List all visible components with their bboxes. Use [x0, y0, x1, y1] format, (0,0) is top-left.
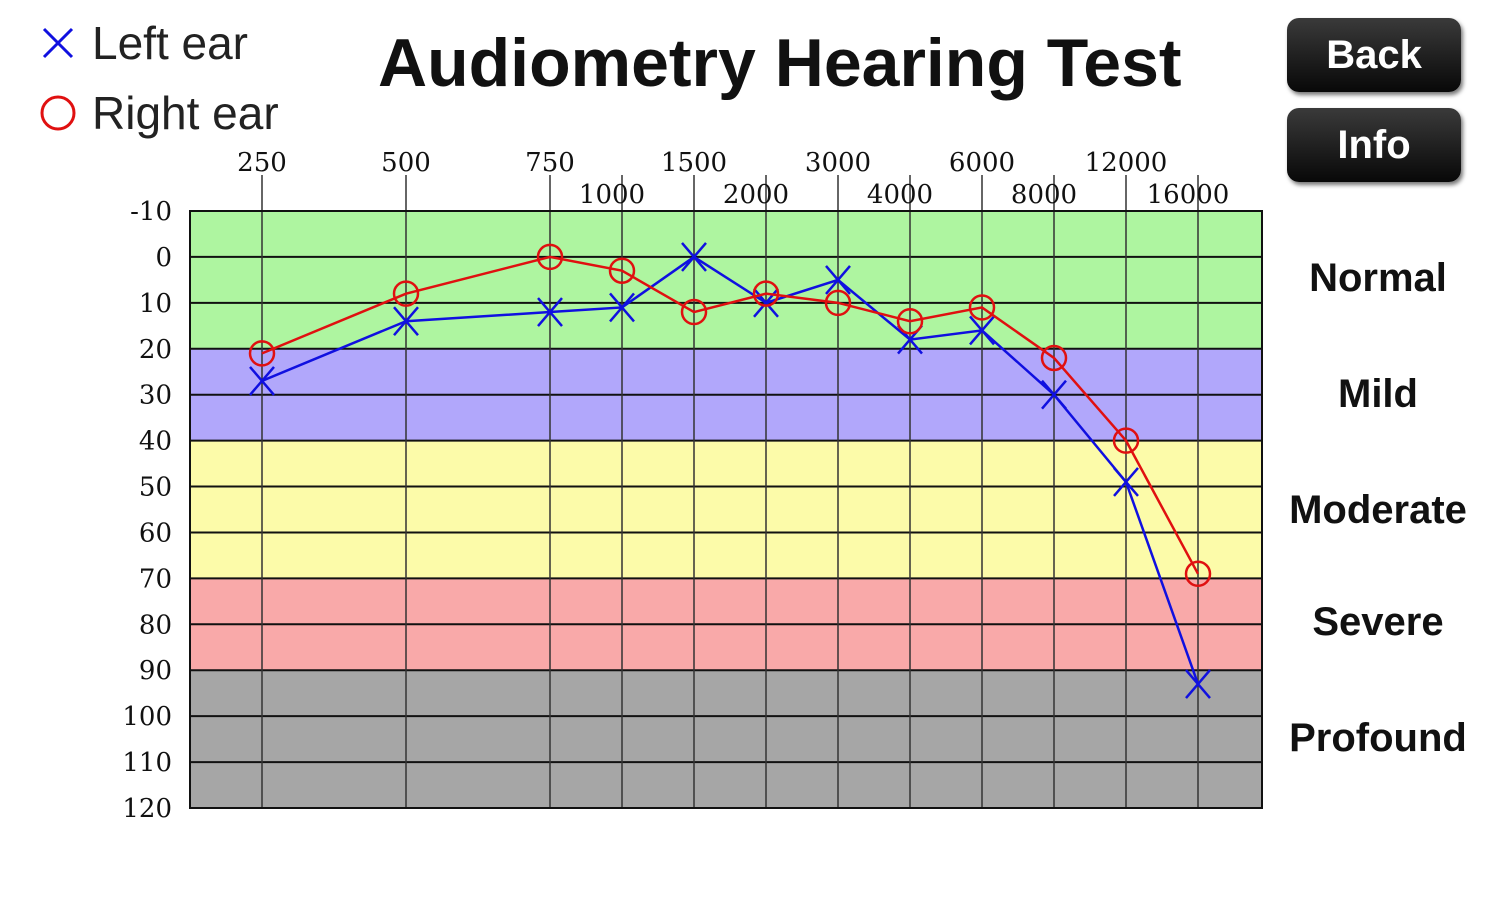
left-ear-point: [1041, 379, 1067, 410]
left-ear-point: [1113, 467, 1139, 497]
legend-right-label: Right ear: [92, 87, 279, 139]
info-button[interactable]: Info: [1287, 108, 1461, 182]
x-tick-label: 6000: [949, 148, 1015, 178]
band-severe: [190, 578, 1262, 671]
legend-right-ear: Right ear: [38, 78, 279, 148]
left-ear-point: [537, 297, 563, 327]
category-profound: Profound: [1289, 716, 1467, 760]
x-tick-label: 4000: [867, 180, 933, 210]
legend-left-label: Left ear: [92, 17, 248, 69]
back-button[interactable]: Back: [1287, 18, 1461, 92]
right-ear-point: [392, 280, 420, 307]
x-tick-label: 12000: [1085, 148, 1168, 178]
x-tick-label: 750: [525, 148, 575, 178]
left-ear-point: [393, 306, 419, 337]
y-tick-label: 110: [122, 748, 172, 778]
y-tick-label: 100: [122, 702, 172, 732]
series-line-x: [261, 255, 1200, 685]
y-tick-label: 20: [139, 335, 172, 365]
plot-border: [189, 210, 1263, 809]
right-ear-point: [680, 298, 708, 326]
left-ear-point: [825, 265, 851, 295]
right-ear-point: [1184, 560, 1212, 588]
right-ear-point: [536, 243, 564, 271]
x-tick-label: 1000: [579, 180, 645, 210]
left-ear-point: [969, 315, 995, 346]
page-title: Audiometry Hearing Test: [378, 25, 1182, 101]
band-profound: [190, 670, 1262, 808]
series-line-o: [261, 255, 1200, 575]
right-ear-point: [1112, 427, 1140, 454]
y-tick-label: 80: [139, 610, 172, 640]
x-tick-label: 3000: [805, 148, 871, 178]
y-tick-label: 10: [139, 289, 172, 319]
x-tick-label: 2000: [723, 180, 789, 210]
circle-marker-icon: [40, 95, 76, 131]
category-severe: Severe: [1312, 600, 1444, 644]
x-tick-label: 16000: [1147, 180, 1230, 210]
band-mild: [190, 348, 1262, 441]
x-tick-label: 250: [237, 148, 287, 178]
category-mild: Mild: [1338, 372, 1418, 416]
right-ear-point: [752, 280, 780, 307]
band-moderate: [190, 440, 1262, 579]
x-tick-label: 8000: [1011, 180, 1077, 210]
right-ear-point: [248, 340, 276, 367]
y-tick-label: 90: [139, 656, 172, 686]
band-normal: [190, 211, 1262, 349]
x-marker-icon: [42, 27, 74, 59]
left-ear-point: [681, 242, 707, 272]
right-ear-point: [608, 257, 636, 284]
y-tick-label: 70: [139, 564, 172, 594]
y-tick-label: -10: [130, 197, 172, 227]
left-ear-point: [249, 366, 275, 396]
left-ear-point: [753, 288, 779, 318]
left-ear-point: [609, 292, 635, 323]
x-tick-label: 1500: [661, 148, 727, 178]
y-tick-label: 30: [139, 381, 172, 411]
category-moderate: Moderate: [1289, 488, 1467, 532]
x-tick-label: 500: [381, 148, 431, 178]
right-ear-point: [896, 307, 924, 335]
y-tick-label: 0: [155, 243, 172, 273]
right-ear-point: [824, 289, 852, 317]
y-tick-label: 60: [139, 518, 172, 548]
y-tick-label: 50: [139, 473, 172, 503]
left-ear-point: [897, 324, 923, 355]
right-ear-point: [968, 294, 996, 321]
category-normal: Normal: [1309, 256, 1447, 300]
y-tick-label: 40: [139, 427, 172, 457]
legend-left-ear: Left ear: [38, 8, 279, 78]
y-tick-label: 120: [122, 794, 172, 824]
legend: Left ear Right ear: [38, 8, 279, 148]
right-ear-point: [1040, 344, 1068, 372]
left-ear-point: [1185, 669, 1211, 699]
